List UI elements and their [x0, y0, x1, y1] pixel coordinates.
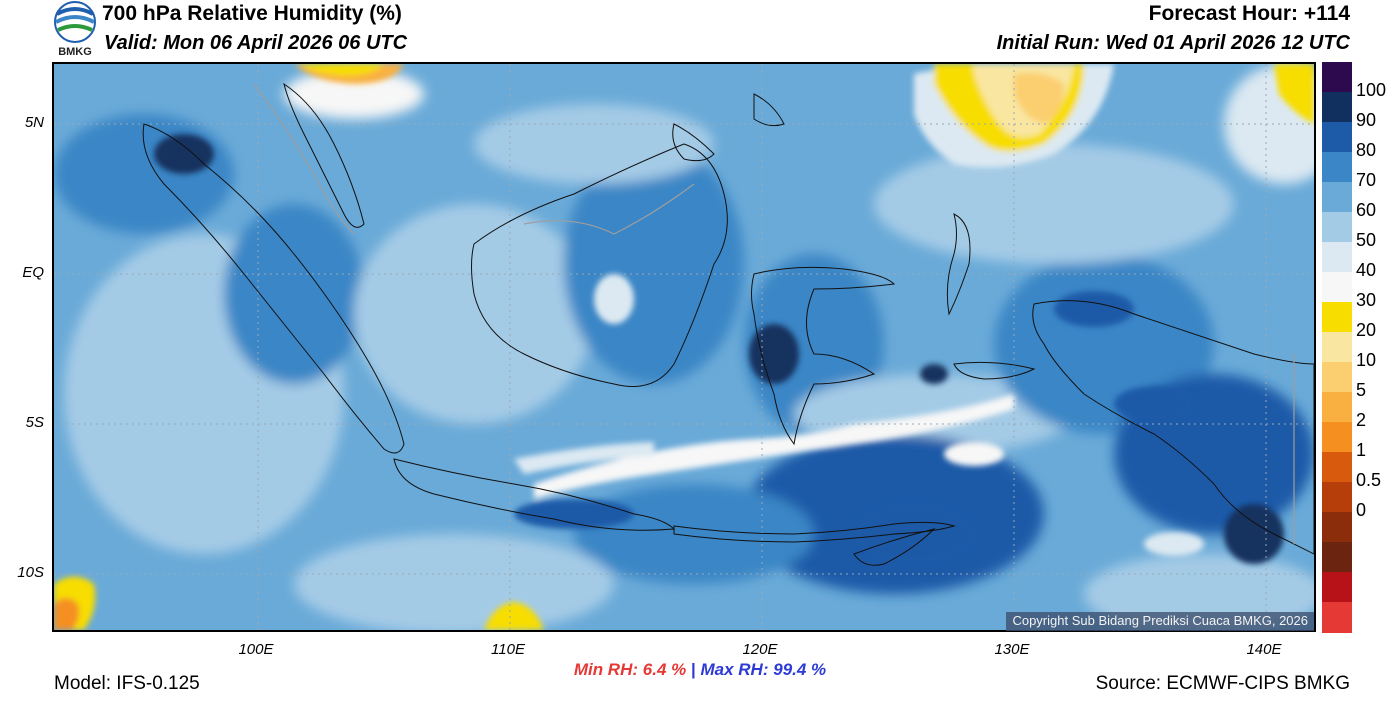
logo-label: BMKG — [58, 46, 92, 58]
colorbar-segment — [1322, 242, 1352, 273]
colorbar-segment — [1322, 542, 1352, 573]
humidity-field — [54, 64, 1314, 630]
colorbar-label: 1 — [1356, 440, 1367, 460]
colorbar-segment — [1322, 602, 1352, 633]
colorbar-segment — [1322, 212, 1352, 243]
colorbar-label: 10 — [1356, 350, 1377, 370]
map-gridlines — [54, 64, 1314, 630]
colorbar-segment — [1322, 62, 1352, 93]
min-rh-value: 6.4 % — [642, 660, 687, 679]
country-borders — [253, 83, 1295, 544]
colorbar-segment — [1322, 392, 1352, 423]
lon-label-120e: 120E — [742, 641, 778, 658]
colorbar-label: 2 — [1356, 410, 1367, 430]
humidity-map-canvas — [54, 64, 1314, 630]
colorbar-segment — [1322, 302, 1352, 333]
colorbar-segment — [1322, 122, 1352, 153]
colorbar-label: 60 — [1356, 200, 1377, 220]
colorbar-label: 30 — [1356, 290, 1377, 310]
colorbar-label: 100 — [1356, 80, 1387, 100]
bmkg-logo: BMKG — [50, 0, 100, 60]
lon-label-100e: 100E — [238, 641, 274, 658]
lon-label-130e: 130E — [994, 641, 1030, 658]
copyright-notice: Copyright Sub Bidang Prediksi Cuaca BMKG… — [1006, 612, 1314, 631]
colorbar-segment — [1322, 182, 1352, 213]
colorbar-segment — [1322, 332, 1352, 363]
valid-time: Valid: Mon 06 April 2026 06 UTC — [104, 32, 408, 54]
colorbar-label: 90 — [1356, 110, 1377, 130]
rh-stats: Min RH: 6.4 % | Max RH: 99.4 % — [0, 660, 1400, 680]
lon-label-110e: 110E — [491, 641, 525, 658]
colorbar-segment — [1322, 482, 1352, 513]
initial-run: Initial Run: Wed 01 April 2026 12 UTC — [996, 32, 1350, 54]
colorbar-segment — [1322, 512, 1352, 543]
stats-separator: | — [690, 660, 696, 679]
colorbar-segment — [1322, 572, 1352, 603]
lon-label-140e: 140E — [1246, 641, 1282, 658]
colorbar-segment — [1322, 92, 1352, 123]
colorbar-segment — [1322, 152, 1352, 183]
max-rh-value: 99.4 % — [773, 660, 827, 679]
colorbar-label: 5 — [1356, 380, 1367, 400]
coastlines — [142, 82, 1314, 566]
min-rh-label: Min RH: — [573, 660, 639, 679]
colorbar-label: 0 — [1356, 500, 1367, 520]
max-rh-label: Max RH: — [700, 660, 769, 679]
lat-label-eq: EQ — [22, 264, 44, 281]
humidity-detail — [54, 64, 1314, 630]
forecast-hour: Forecast Hour: +114 — [1148, 2, 1350, 25]
colorbar-segment — [1322, 272, 1352, 303]
colorbar-segment — [1322, 452, 1352, 483]
colorbar-label: 80 — [1356, 140, 1377, 160]
lat-label-5n: 5N — [24, 114, 44, 131]
source-label: Source: ECMWF-CIPS BMKG — [1095, 673, 1350, 694]
lat-label-5s: 5S — [25, 414, 44, 431]
colorbar-label: 20 — [1356, 320, 1377, 340]
bmkg-logo-icon — [54, 1, 96, 43]
colorbar-label: 40 — [1356, 260, 1377, 280]
colorbar-segment — [1322, 422, 1352, 453]
colorbar-label: 70 — [1356, 170, 1377, 190]
lat-label-10s: 10S — [17, 564, 44, 581]
colorbar-label: 0.5 — [1356, 470, 1382, 490]
humidity-map — [52, 62, 1316, 632]
colorbar-label: 50 — [1356, 230, 1377, 250]
colorbar — [1322, 62, 1352, 633]
model-label: Model: IFS-0.125 — [54, 673, 200, 694]
chart-title: 700 hPa Relative Humidity (%) — [102, 2, 402, 25]
colorbar-segment — [1322, 362, 1352, 393]
